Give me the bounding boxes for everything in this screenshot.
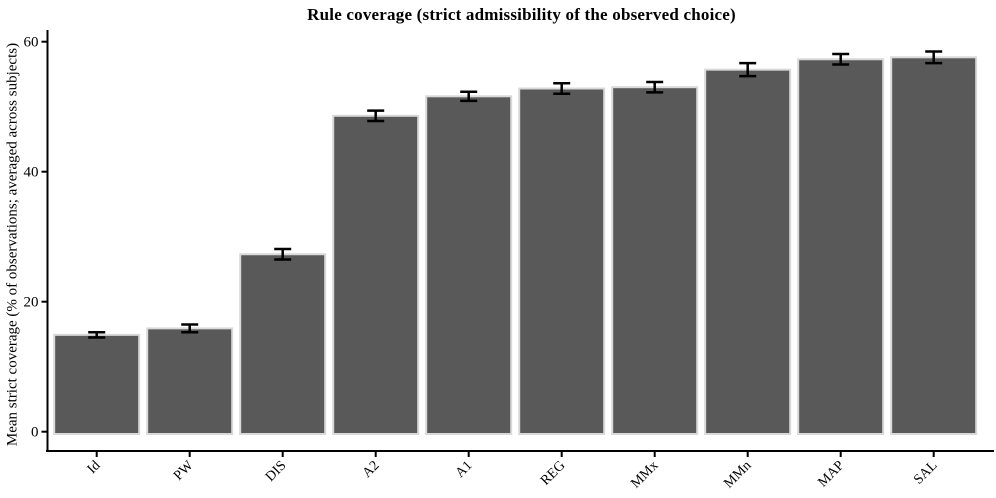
y-tick-label: 20: [24, 295, 39, 311]
x-tick-label-A2: A2: [360, 458, 383, 481]
y-tick-label: 0: [31, 425, 39, 441]
bar-SAL: [890, 56, 978, 436]
bar-MAP: [797, 58, 885, 435]
bar-DIS: [239, 253, 327, 435]
bar-Id: [53, 333, 141, 436]
x-tick-label-DIS: DIS: [263, 458, 290, 485]
x-tick-label-PW: PW: [171, 458, 197, 484]
x-tick-label-A1: A1: [453, 458, 476, 481]
x-tick-label-MMx: MMx: [628, 458, 661, 491]
y-tick-label: 40: [24, 165, 39, 181]
bar-A1: [425, 95, 513, 436]
bar-MMn: [704, 68, 792, 436]
x-tick-label-MAP: MAP: [815, 458, 847, 490]
bar-PW: [146, 327, 234, 436]
x-tick-label-Id: Id: [85, 458, 104, 477]
x-tick-label-REG: REG: [538, 458, 568, 488]
y-tick-label: 60: [24, 35, 39, 51]
bar-A2: [332, 114, 420, 436]
bar-MMx: [611, 86, 699, 435]
x-tick-label-MMn: MMn: [721, 458, 754, 491]
chart-title: Rule coverage (strict admissibility of t…: [307, 5, 736, 24]
x-tick-label-SAL: SAL: [911, 458, 940, 487]
bar-REG: [518, 87, 606, 435]
